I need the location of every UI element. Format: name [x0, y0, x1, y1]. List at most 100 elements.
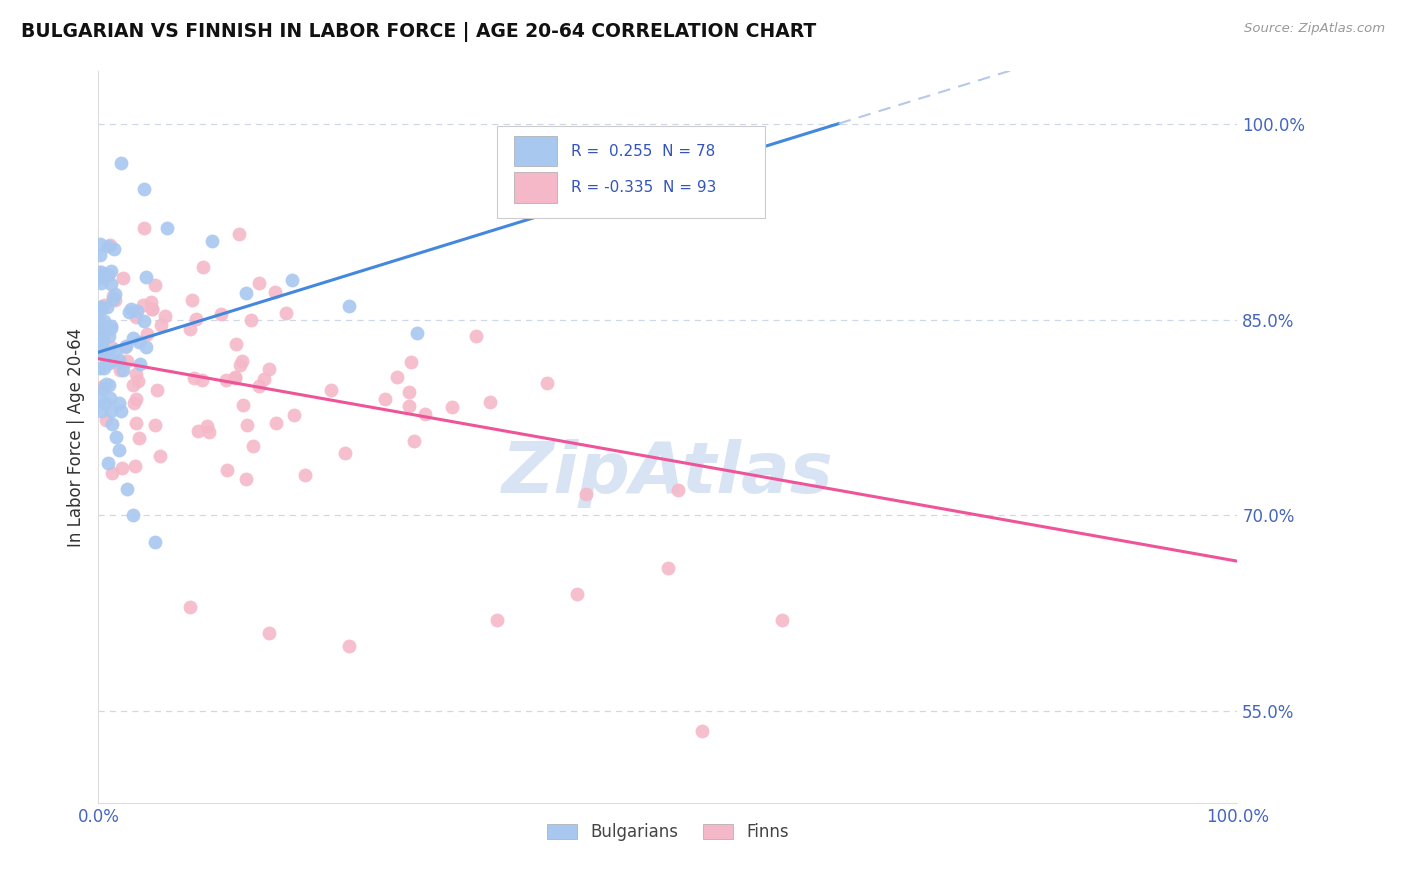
Point — [90, 325, 112, 339]
Point — [770, 613, 793, 627]
Point — [333, 446, 356, 460]
FancyBboxPatch shape — [498, 126, 765, 218]
Point — [93, 347, 115, 361]
Point — [440, 400, 463, 414]
Point — [125, 367, 148, 381]
Point — [187, 424, 209, 438]
Point — [97, 268, 120, 283]
Point — [122, 331, 145, 345]
Point — [264, 285, 287, 300]
Point — [110, 156, 132, 170]
Point — [105, 343, 128, 358]
Point — [121, 508, 143, 523]
Point — [108, 395, 131, 409]
Text: Source: ZipAtlas.com: Source: ZipAtlas.com — [1244, 22, 1385, 36]
Point — [150, 318, 173, 333]
Point — [100, 339, 122, 353]
Point — [100, 277, 122, 291]
Point — [374, 392, 396, 406]
Point — [235, 286, 257, 301]
Point — [247, 378, 270, 392]
Point — [93, 361, 115, 376]
Point — [136, 326, 159, 341]
Point — [107, 355, 129, 369]
Point — [156, 221, 179, 235]
Point — [413, 407, 436, 421]
Point — [125, 392, 148, 406]
Y-axis label: In Labor Force | Age 20-64: In Labor Force | Age 20-64 — [66, 327, 84, 547]
Point — [125, 310, 148, 324]
Point — [565, 587, 588, 601]
Point — [115, 483, 138, 497]
Point — [111, 363, 134, 377]
Point — [232, 398, 254, 412]
Point — [108, 352, 131, 367]
Point — [90, 265, 112, 279]
Point — [145, 278, 167, 293]
Point — [399, 355, 422, 369]
Point — [135, 340, 157, 354]
Point — [94, 413, 117, 427]
Point — [96, 300, 118, 314]
Point — [193, 260, 215, 274]
Point — [94, 376, 117, 391]
Text: ZipAtlas: ZipAtlas — [502, 439, 834, 508]
Point — [128, 431, 150, 445]
Point — [134, 314, 156, 328]
Point — [536, 376, 558, 391]
Point — [90, 301, 112, 315]
Point — [103, 242, 125, 256]
Point — [141, 301, 163, 316]
Point — [97, 328, 120, 343]
Point — [283, 408, 305, 422]
Point — [94, 396, 117, 410]
Point — [90, 336, 112, 351]
Point — [91, 347, 114, 361]
Point — [104, 287, 127, 301]
Point — [93, 267, 115, 281]
Point — [100, 238, 122, 252]
Point — [247, 276, 270, 290]
Point — [96, 456, 118, 470]
Legend: Bulgarians, Finns: Bulgarians, Finns — [538, 814, 797, 849]
Point — [101, 288, 124, 302]
Point — [118, 305, 141, 319]
Point — [89, 301, 111, 315]
Point — [89, 271, 111, 285]
Point — [145, 534, 167, 549]
Point — [93, 344, 115, 359]
Point — [231, 353, 253, 368]
Point — [91, 382, 114, 396]
Point — [155, 309, 177, 323]
Point — [575, 487, 598, 501]
Point — [103, 292, 125, 306]
Point — [143, 417, 166, 432]
Point — [179, 321, 201, 335]
Point — [478, 394, 501, 409]
Point — [104, 293, 127, 307]
Point — [235, 472, 257, 486]
Point — [266, 416, 288, 430]
Point — [122, 396, 145, 410]
Point — [97, 345, 120, 359]
Point — [90, 404, 112, 418]
Text: R =  0.255  N = 78: R = 0.255 N = 78 — [571, 144, 716, 159]
Point — [97, 238, 120, 252]
Point — [89, 237, 111, 252]
Point — [98, 391, 121, 405]
Point — [236, 417, 259, 432]
Point — [89, 302, 111, 317]
Point — [398, 384, 420, 399]
Point — [89, 392, 111, 407]
Point — [124, 459, 146, 474]
Point — [120, 301, 142, 316]
Point — [224, 371, 246, 385]
Point — [149, 449, 172, 463]
Point — [115, 353, 138, 368]
Point — [209, 307, 232, 321]
Point — [229, 358, 252, 372]
Point — [294, 468, 316, 483]
Point — [274, 306, 297, 320]
Point — [215, 463, 238, 477]
Point — [402, 434, 425, 448]
